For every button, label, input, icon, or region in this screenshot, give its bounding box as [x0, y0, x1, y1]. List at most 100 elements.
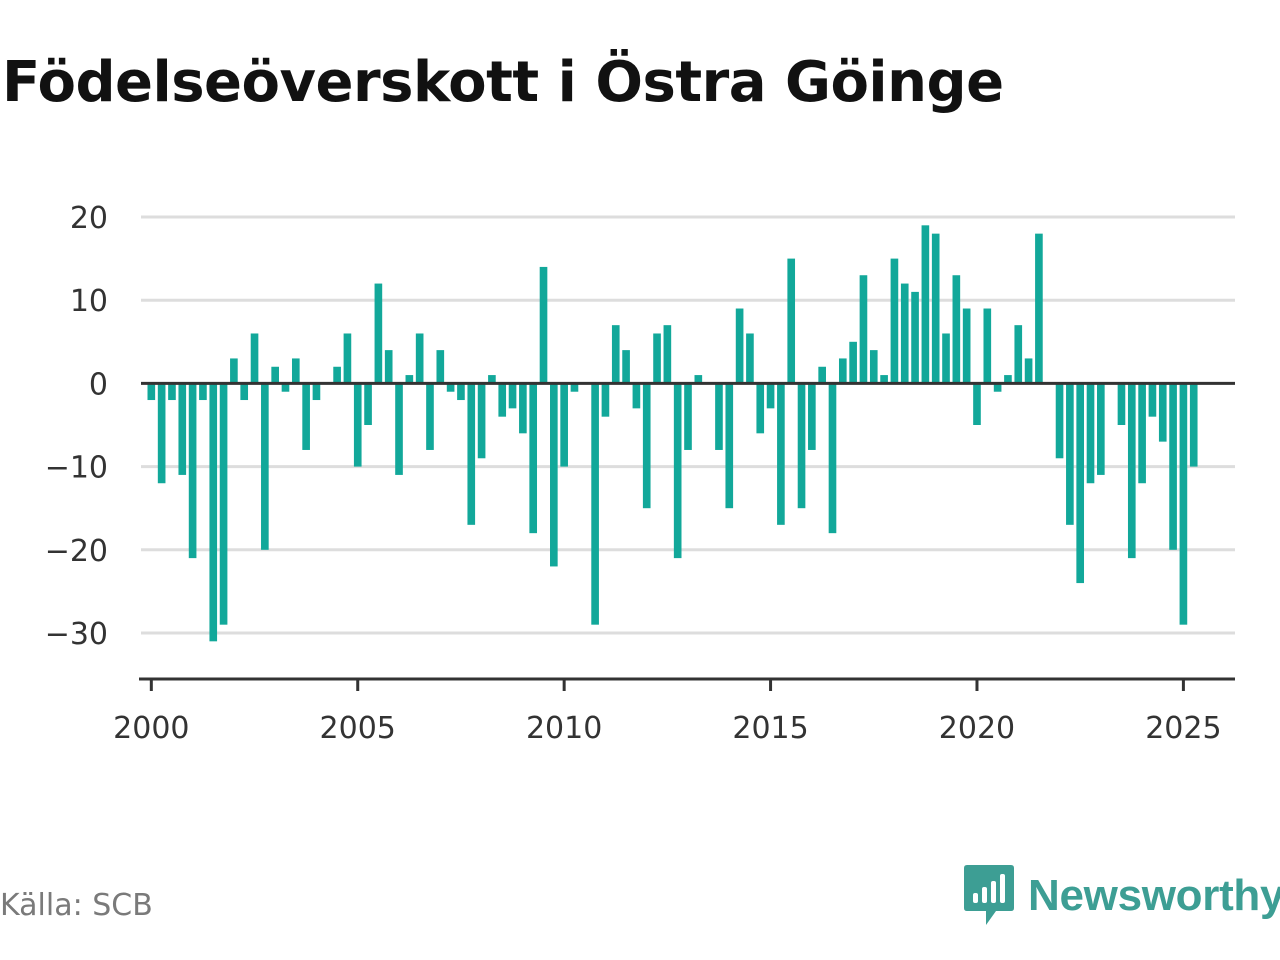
y-tick-label: 20	[70, 201, 108, 236]
bar	[684, 383, 692, 450]
bar	[808, 383, 816, 450]
bar	[477, 383, 486, 459]
bar	[993, 383, 1002, 392]
bar	[611, 325, 620, 384]
bar	[312, 383, 321, 401]
bar	[1024, 358, 1033, 384]
bar	[488, 375, 496, 384]
bar	[797, 383, 806, 509]
logo-text: Newsworthy	[1028, 871, 1280, 920]
bar	[271, 366, 279, 384]
gridlines	[141, 215, 1235, 635]
newsworthy-chart-bubble-icon	[964, 865, 1014, 925]
bar	[364, 383, 372, 425]
bar	[302, 383, 310, 450]
bar	[880, 375, 888, 384]
bar	[900, 283, 909, 384]
bar	[601, 383, 610, 417]
bar	[931, 233, 940, 384]
bar	[1179, 383, 1188, 625]
bar	[663, 325, 672, 384]
bar	[374, 283, 383, 384]
bar	[457, 383, 465, 401]
bar	[725, 383, 734, 509]
bar	[353, 383, 362, 467]
bar	[890, 258, 899, 384]
bar	[529, 383, 538, 534]
bar	[539, 266, 548, 384]
newsworthy-logo: Newsworthy	[964, 864, 1280, 928]
bar	[1035, 233, 1043, 384]
y-tick-label: −10	[45, 451, 108, 486]
bar	[715, 383, 723, 450]
bar	[983, 308, 992, 384]
bar	[859, 275, 868, 384]
bar	[219, 383, 228, 625]
bar	[1117, 383, 1126, 425]
bar	[942, 333, 950, 384]
bar	[591, 383, 599, 625]
bar	[250, 333, 259, 384]
bar	[973, 383, 981, 425]
bar	[1086, 383, 1095, 484]
x-tick-label: 2025	[1145, 711, 1221, 746]
bar	[405, 375, 414, 384]
bar	[787, 258, 796, 384]
bar	[560, 383, 568, 467]
bar	[240, 383, 249, 401]
bar	[550, 383, 558, 567]
bar	[911, 291, 919, 384]
bar	[519, 383, 527, 434]
bar	[632, 383, 641, 409]
bar	[261, 383, 269, 550]
chart-title: Födelseöverskott i Östra Göinge	[2, 50, 1004, 115]
y-tick-label: −30	[45, 617, 108, 652]
bar	[849, 341, 857, 384]
bar	[446, 383, 455, 392]
bar	[694, 375, 703, 384]
bar	[1066, 383, 1074, 525]
bar	[642, 383, 651, 509]
bar	[921, 225, 930, 384]
bar	[343, 333, 352, 384]
x-tick-label: 2020	[939, 711, 1015, 746]
bar	[333, 366, 341, 384]
bar	[384, 350, 393, 384]
bar	[777, 383, 785, 525]
bar	[735, 308, 744, 384]
bar	[395, 383, 403, 475]
bar	[962, 308, 971, 384]
bar	[1158, 383, 1167, 442]
x-tick-label: 2005	[320, 711, 396, 746]
bar	[1127, 383, 1136, 559]
bar	[147, 383, 156, 401]
bar	[746, 333, 754, 384]
bar	[498, 383, 507, 417]
bar	[168, 383, 176, 401]
bar	[157, 383, 166, 484]
bar	[818, 366, 826, 384]
bar	[653, 333, 661, 384]
bar	[1014, 325, 1023, 384]
bar	[952, 275, 961, 384]
bar	[467, 383, 476, 525]
bar	[291, 358, 300, 384]
bar	[673, 383, 682, 559]
bar	[209, 383, 218, 642]
bar	[1097, 383, 1105, 475]
bar	[178, 383, 187, 475]
bar	[766, 383, 775, 409]
bar	[230, 358, 238, 384]
bar	[570, 383, 579, 392]
bar	[436, 350, 445, 384]
x-tick-label: 2010	[526, 711, 602, 746]
bar	[1169, 383, 1177, 550]
x-tick-label: 2015	[732, 711, 808, 746]
bars	[147, 225, 1198, 642]
x-tick-label: 2000	[113, 711, 189, 746]
bar	[508, 383, 517, 409]
bar	[1076, 383, 1085, 584]
bar	[756, 383, 765, 434]
bar	[622, 350, 630, 384]
